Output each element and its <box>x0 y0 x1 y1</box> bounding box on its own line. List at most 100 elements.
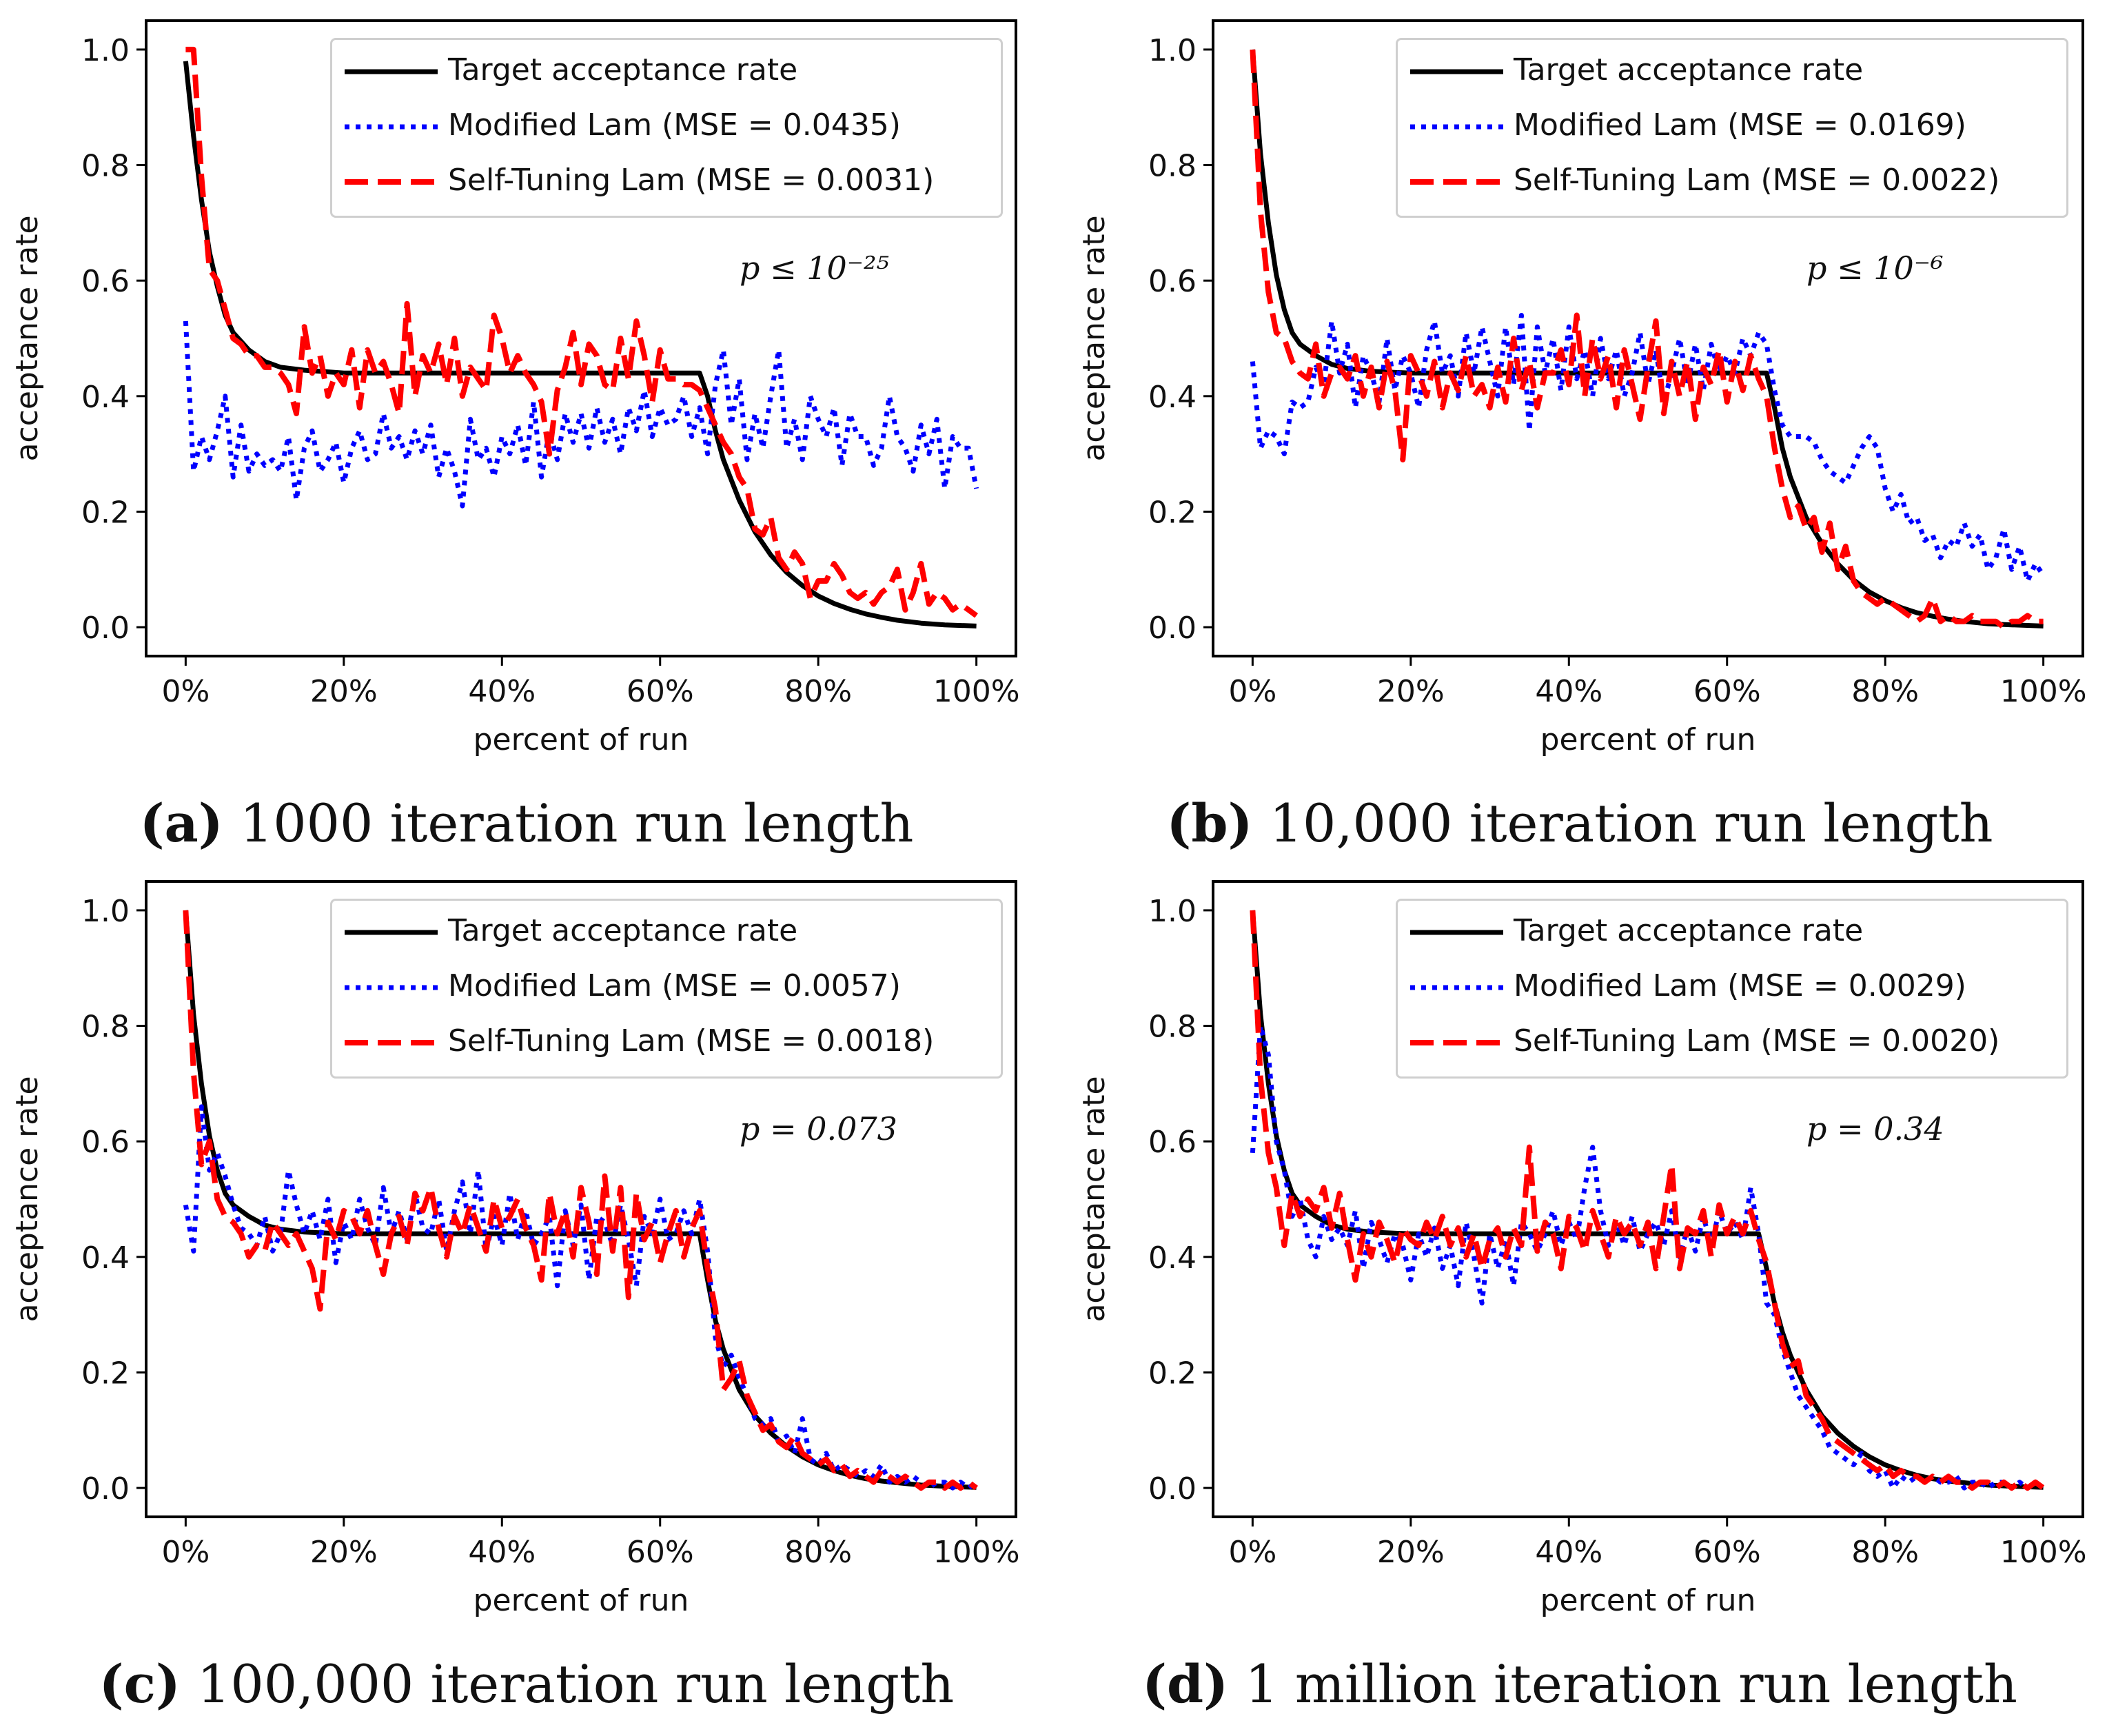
y-tick-label: 0.2 <box>1148 495 1197 530</box>
y-tick-label: 1.0 <box>81 894 130 929</box>
caption: (d) 1 million iteration run length <box>1053 1653 2106 1715</box>
legend-swatch-target <box>1410 930 1503 935</box>
y-tick-label: 0.8 <box>81 149 130 184</box>
x-tick-label: 100% <box>933 1535 1020 1570</box>
x-tick-label: 40% <box>468 1535 536 1570</box>
legend: Target acceptance rate Modified Lam (MSE… <box>1396 38 2068 218</box>
x-tick-label: 40% <box>1535 1535 1602 1570</box>
panel-d: 0% 20% 40% 60% 80% 100% 0.0 0.2 0.4 0.6 0.8 1.0 perc… <box>1053 868 2106 1735</box>
x-tick-label: 0% <box>1228 674 1276 709</box>
x-tick-label: 20% <box>1377 674 1445 709</box>
caption-tag: (d) <box>1142 1653 1229 1715</box>
legend-entry-modified-lam: Modified Lam (MSE = 0.0435) <box>332 99 1001 154</box>
x-tick-label: 0% <box>161 1535 210 1570</box>
legend: Target acceptance rate Modified Lam (MSE… <box>330 899 1003 1079</box>
p-value-annotation: p ≤ 10⁻⁶ <box>1806 249 1944 287</box>
legend-entry-self-tuning-lam: Self-Tuning Lam (MSE = 0.0031) <box>332 154 1001 210</box>
caption: (b) 10,000 iteration run length <box>1053 793 2106 854</box>
p-value-annotation: p ≤ 10⁻²⁵ <box>740 249 889 287</box>
p-value-annotation: p = 0.34 <box>1806 1110 1944 1147</box>
x-tick-label: 60% <box>1693 1535 1761 1570</box>
y-axis-label: acceptance rate <box>1077 1076 1112 1322</box>
x-tick-label: 60% <box>627 1535 694 1570</box>
legend-swatch-modified-lam <box>1410 985 1503 990</box>
y-tick-label: 0.0 <box>1148 1471 1197 1507</box>
legend-label: Self-Tuning Lam (MSE = 0.0022) <box>1514 163 2000 198</box>
x-tick-label: 100% <box>933 674 1020 709</box>
caption: (c) 100,000 iteration run length <box>0 1653 1053 1715</box>
x-axis-label: percent of run <box>474 1583 689 1618</box>
x-tick-label: 60% <box>627 674 694 709</box>
y-tick-label: 1.0 <box>1148 894 1197 929</box>
panel-c: 0% 20% 40% 60% 80% 100% 0.0 0.2 0.4 0.6 0.8 1.0 perc… <box>0 868 1053 1735</box>
chart-d: 0% 20% 40% 60% 80% 100% 0.0 0.2 0.4 0.6 0.8 1.0 perc… <box>1077 880 2087 1618</box>
y-tick-label: 0.6 <box>81 264 130 299</box>
caption-tag: (a) <box>139 793 223 854</box>
y-tick-label: 0.6 <box>1148 1125 1197 1160</box>
y-tick-label: 0.4 <box>1148 380 1197 415</box>
p-value-annotation: p = 0.073 <box>740 1110 897 1147</box>
y-axis-label: acceptance rate <box>1077 215 1112 461</box>
legend-entry-modified-lam: Modified Lam (MSE = 0.0169) <box>1398 99 2066 154</box>
legend-entry-self-tuning-lam: Self-Tuning Lam (MSE = 0.0018) <box>332 1015 1001 1070</box>
x-tick-label: 60% <box>1693 674 1761 709</box>
y-tick-label: 0.2 <box>81 1356 130 1391</box>
legend-swatch-modified-lam <box>1410 124 1503 130</box>
legend-swatch-self-tuning-lam <box>345 1040 438 1045</box>
legend: Target acceptance rate Modified Lam (MSE… <box>330 38 1003 218</box>
y-tick-label: 0.2 <box>1148 1356 1197 1391</box>
y-tick-label: 0.4 <box>81 380 130 415</box>
legend-label: Modified Lam (MSE = 0.0029) <box>1514 968 1966 1003</box>
series-line-modified-lam <box>183 1104 978 1491</box>
series-line-self-tuning-lam <box>1250 49 2044 631</box>
legend-entry-target: Target acceptance rate <box>332 905 1001 960</box>
y-tick-label: 0.4 <box>1148 1240 1197 1276</box>
legend-label: Target acceptance rate <box>1514 52 1864 88</box>
legend-entry-self-tuning-lam: Self-Tuning Lam (MSE = 0.0022) <box>1398 154 2066 210</box>
legend-label: Modified Lam (MSE = 0.0169) <box>1514 108 1966 143</box>
x-tick-label: 100% <box>2000 674 2087 709</box>
legend-swatch-self-tuning-lam <box>1410 1040 1503 1045</box>
caption-text: 1000 iteration run length <box>239 793 914 854</box>
y-tick-label: 1.0 <box>81 33 130 68</box>
caption-text: 100,000 iteration run length <box>197 1653 955 1715</box>
y-tick-label: 0.6 <box>1148 264 1197 299</box>
x-tick-label: 20% <box>1377 1535 1445 1570</box>
x-tick-label: 100% <box>2000 1535 2087 1570</box>
legend-label: Target acceptance rate <box>448 52 798 88</box>
legend-swatch-self-tuning-lam <box>345 179 438 185</box>
legend-label: Self-Tuning Lam (MSE = 0.0018) <box>448 1023 935 1059</box>
legend-swatch-self-tuning-lam <box>1410 179 1503 185</box>
x-axis-label: percent of run <box>1540 1583 1756 1618</box>
x-tick-label: 80% <box>1851 674 1919 709</box>
chart-c: 0% 20% 40% 60% 80% 100% 0.0 0.2 0.4 0.6 0.8 1.0 perc… <box>10 880 1020 1618</box>
x-tick-label: 40% <box>1535 674 1602 709</box>
x-tick-label: 80% <box>784 1535 852 1570</box>
legend-entry-modified-lam: Modified Lam (MSE = 0.0029) <box>1398 960 2066 1015</box>
y-tick-label: 0.2 <box>81 495 130 530</box>
panel-a: 0% 20% 40% 60% 80% 100% 0.0 0.2 0.4 0.6 0.8 1.0 perc… <box>0 0 1053 868</box>
caption-tag: (c) <box>99 1653 181 1715</box>
legend-swatch-target <box>345 69 438 74</box>
plot-frame <box>145 19 1017 657</box>
x-tick-label: 80% <box>784 674 852 709</box>
y-tick-label: 0.8 <box>1148 1010 1197 1045</box>
legend-swatch-target <box>1410 69 1503 74</box>
legend-swatch-target <box>345 930 438 935</box>
caption-text: 10,000 iteration run length <box>1269 793 1993 854</box>
x-tick-label: 20% <box>310 1535 378 1570</box>
legend-label: Modified Lam (MSE = 0.0435) <box>448 108 901 143</box>
plot-frame <box>1212 19 2084 657</box>
legend-swatch-modified-lam <box>345 985 438 990</box>
y-tick-label: 0.0 <box>1148 611 1197 646</box>
x-axis-label: percent of run <box>474 722 689 757</box>
panel-b: 0% 20% 40% 60% 80% 100% 0.0 0.2 0.4 0.6 0.8 1.0 perc… <box>1053 0 2106 868</box>
series-line-modified-lam <box>1250 313 2046 584</box>
caption-tag: (b) <box>1166 793 1253 854</box>
y-tick-label: 0.6 <box>81 1125 130 1160</box>
y-axis-label: acceptance rate <box>10 215 45 461</box>
y-axis-label: acceptance rate <box>10 1076 45 1322</box>
legend-label: Self-Tuning Lam (MSE = 0.0031) <box>448 163 935 198</box>
legend-entry-target: Target acceptance rate <box>332 44 1001 99</box>
